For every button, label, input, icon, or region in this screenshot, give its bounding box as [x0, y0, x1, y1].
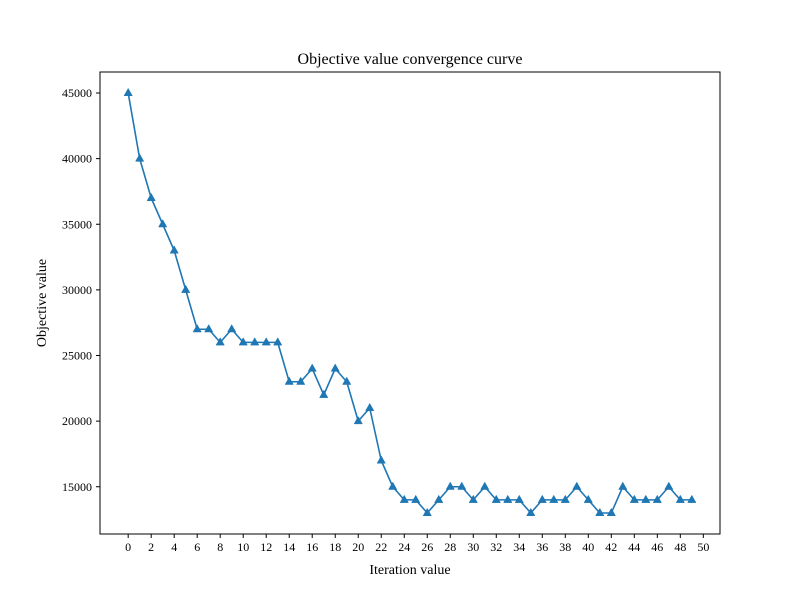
y-tick-label: 40000: [62, 152, 92, 166]
data-point-marker: [342, 376, 352, 385]
data-point-marker: [192, 324, 202, 333]
data-point-marker: [399, 494, 409, 503]
data-point-marker: [307, 363, 317, 372]
chart-title: Objective value convergence curve: [298, 51, 523, 68]
data-point-marker: [204, 324, 214, 333]
data-point-marker: [514, 494, 524, 503]
x-tick-label: 20: [352, 540, 364, 554]
plot-series: [123, 87, 697, 517]
data-point-marker: [135, 153, 145, 162]
x-tick-label: 42: [605, 540, 617, 554]
data-point-marker: [549, 494, 559, 503]
series-line: [127, 92, 692, 514]
data-point-marker: [618, 481, 628, 490]
data-point-marker: [227, 324, 237, 333]
data-point-marker: [537, 494, 547, 503]
y-axis-label: Objective value: [35, 259, 50, 347]
x-tick-label: 18: [329, 540, 341, 554]
data-point-marker: [652, 494, 662, 503]
data-point-marker: [445, 481, 455, 490]
y-tick-label: 30000: [62, 283, 92, 297]
data-point-marker: [365, 402, 375, 412]
data-point-marker: [641, 494, 651, 503]
x-tick-label: 10: [237, 540, 249, 554]
y-axis-ticks: 15000 20000 25000 30000 35000 40000 45000: [62, 86, 100, 494]
y-tick-label: 45000: [62, 86, 92, 100]
data-point-marker: [330, 363, 340, 372]
x-tick-label: 2: [148, 540, 154, 554]
x-tick-label: 28: [444, 540, 456, 554]
data-point-marker: [146, 192, 156, 202]
plot-frame: [99, 71, 721, 535]
data-point-marker: [284, 376, 294, 385]
data-point-marker: [457, 481, 467, 490]
x-tick-label: 6: [194, 540, 200, 554]
y-tick-label: 20000: [62, 414, 92, 428]
x-tick-label: 4: [171, 540, 177, 554]
data-point-marker: [629, 494, 639, 503]
data-point-marker: [123, 87, 133, 97]
x-tick-label: 16: [306, 540, 318, 554]
x-tick-label: 44: [628, 540, 640, 554]
data-point-marker: [261, 337, 271, 346]
x-tick-label: 38: [559, 540, 571, 554]
x-tick-label: 26: [421, 540, 433, 554]
x-tick-label: 30: [467, 540, 479, 554]
data-point-marker: [468, 494, 478, 503]
data-point-marker: [572, 481, 582, 490]
data-point-marker: [422, 507, 432, 517]
x-tick-label: 46: [651, 540, 663, 554]
data-point-marker: [675, 494, 685, 503]
x-tick-label: 22: [375, 540, 387, 554]
x-axis-ticks: 0 2 4 6 8 10 12 14 16 18 20 22 24 26 28 30 32 34 36 38 40 42 4…: [125, 534, 709, 554]
data-point-marker: [250, 337, 260, 346]
x-tick-label: 40: [582, 540, 594, 554]
data-point-marker: [491, 494, 501, 503]
y-tick-label: 35000: [62, 217, 92, 231]
data-point-marker: [158, 219, 168, 228]
x-tick-label: 8: [217, 540, 223, 554]
x-tick-label: 48: [674, 540, 686, 554]
data-point-marker: [526, 507, 536, 517]
data-point-marker: [560, 494, 570, 503]
data-point-marker: [353, 416, 363, 425]
data-point-marker: [181, 284, 191, 293]
x-tick-label: 34: [513, 540, 525, 554]
x-tick-label: 24: [398, 540, 410, 554]
data-point-marker: [595, 507, 605, 517]
x-tick-label: 12: [260, 540, 272, 554]
data-point-marker: [296, 376, 306, 385]
x-axis-label: Iteration value: [369, 563, 450, 578]
data-point-marker: [319, 389, 329, 398]
data-point-marker: [503, 494, 513, 503]
data-point-marker: [273, 337, 283, 346]
data-point-marker: [388, 481, 398, 490]
data-point-marker: [583, 494, 593, 503]
data-point-marker: [434, 494, 444, 503]
data-point-marker: [238, 337, 248, 346]
y-tick-label: 25000: [62, 349, 92, 363]
data-point-marker: [606, 507, 616, 517]
data-point-marker: [376, 455, 386, 464]
x-tick-label: 14: [283, 540, 295, 554]
y-tick-label: 15000: [62, 480, 92, 494]
x-tick-label: 36: [536, 540, 548, 554]
x-tick-label: 32: [490, 540, 502, 554]
data-point-marker: [411, 494, 421, 503]
x-tick-label: 50: [697, 540, 709, 554]
data-point-marker: [687, 494, 697, 503]
data-point-marker: [664, 481, 674, 490]
data-point-marker: [480, 481, 490, 490]
data-point-marker: [215, 337, 225, 346]
x-tick-label: 0: [125, 540, 131, 554]
data-point-marker: [169, 245, 179, 254]
